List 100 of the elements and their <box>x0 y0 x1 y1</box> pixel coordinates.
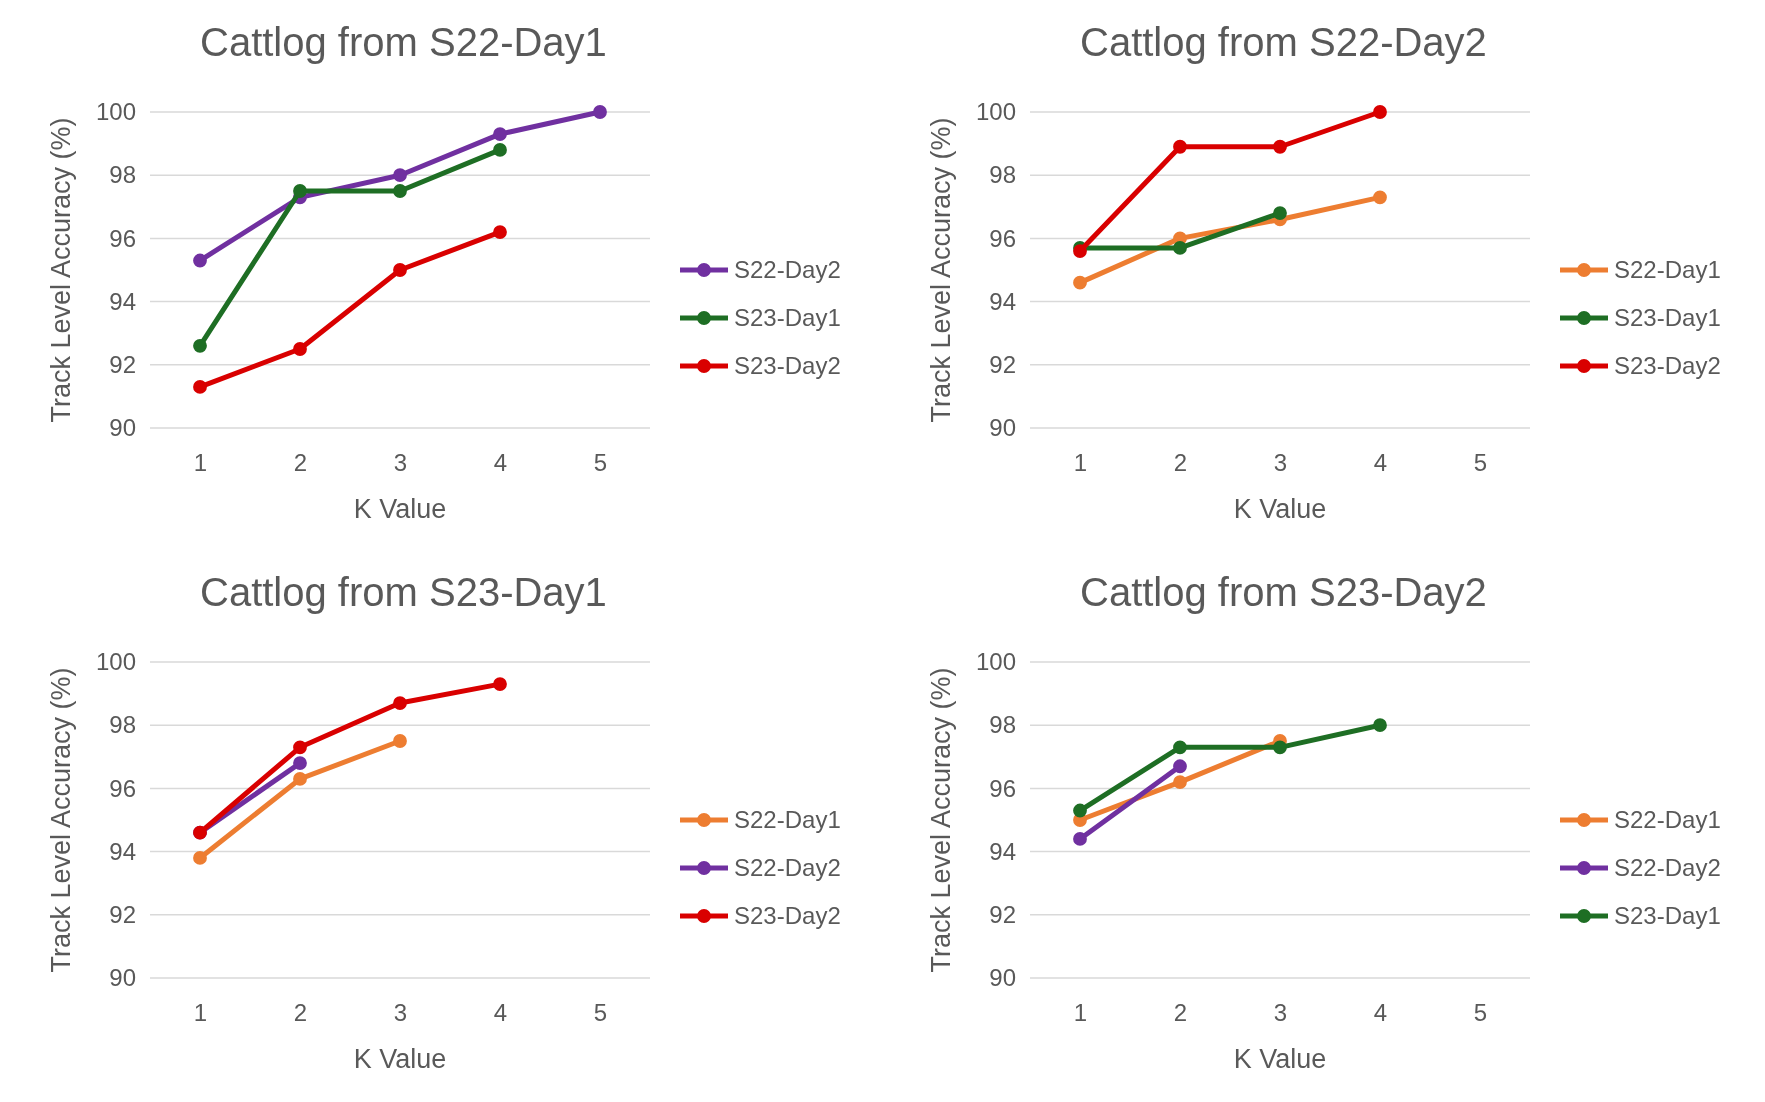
point <box>1373 718 1387 733</box>
y-tick-label: 94 <box>989 837 1016 865</box>
point <box>493 143 507 157</box>
point <box>393 696 407 710</box>
x-tick-label: 2 <box>293 999 308 1027</box>
legend-label: S22-Day1 <box>1614 256 1721 284</box>
point <box>293 184 307 198</box>
point <box>393 734 407 748</box>
legend-label: S22-Day2 <box>734 256 841 284</box>
y-tick-label: 96 <box>109 224 136 252</box>
point <box>393 168 407 183</box>
point <box>193 253 207 268</box>
x-tick-label: 4 <box>1373 449 1388 477</box>
chart-title: Cattlog from S23-Day1 <box>200 570 607 614</box>
y-axis-title: Track Level Accuracy (%) <box>46 117 76 423</box>
y-tick-label: 98 <box>109 161 136 189</box>
x-tick-label: 2 <box>1173 999 1188 1027</box>
point <box>1373 190 1387 205</box>
x-tick-label: 2 <box>1173 449 1188 477</box>
y-tick-label: 92 <box>109 900 136 928</box>
y-tick-label: 96 <box>989 774 1016 802</box>
legend-label: S22-Day2 <box>734 854 841 882</box>
y-tick-label: 96 <box>109 774 136 802</box>
point <box>293 772 307 786</box>
legend-label: S23-Day2 <box>1614 352 1721 380</box>
legend-label: S23-Day1 <box>1614 304 1721 332</box>
y-tick-label: 98 <box>109 711 136 739</box>
point <box>193 851 207 865</box>
y-tick-label: 90 <box>989 964 1016 992</box>
point <box>1173 139 1187 154</box>
legend-label: S22-Day1 <box>734 806 841 834</box>
y-tick-label: 94 <box>109 837 136 865</box>
y-axis-title: Track Level Accuracy (%) <box>926 667 956 973</box>
point <box>193 380 207 394</box>
point <box>1273 740 1287 755</box>
y-tick-label: 100 <box>95 648 136 676</box>
y-axis-title: Track Level Accuracy (%) <box>926 117 956 423</box>
x-axis-title: K Value <box>1233 1044 1327 1074</box>
y-tick-label: 90 <box>109 414 136 442</box>
x-tick-label: 5 <box>1473 449 1488 477</box>
x-tick-label: 4 <box>493 999 508 1027</box>
y-tick-label: 98 <box>989 711 1016 739</box>
y-tick-label: 100 <box>95 98 136 126</box>
point <box>1073 275 1087 290</box>
y-tick-label: 100 <box>975 98 1016 126</box>
point <box>293 342 307 356</box>
point <box>1173 759 1187 774</box>
y-tick-label: 100 <box>975 648 1016 676</box>
x-tick-label: 5 <box>1473 999 1488 1027</box>
x-tick-label: 4 <box>1373 999 1388 1027</box>
x-axis-title: K Value <box>353 1044 447 1074</box>
x-tick-label: 3 <box>1273 999 1288 1027</box>
legend-label: S22-Day1 <box>1614 806 1721 834</box>
chart-title: Cattlog from S22-Day2 <box>1080 20 1487 64</box>
legend-label: S23-Day1 <box>1614 902 1721 930</box>
chart-title: Cattlog from S22-Day1 <box>200 20 607 64</box>
x-tick-label: 1 <box>193 449 208 477</box>
point <box>293 756 307 771</box>
y-tick-label: 96 <box>989 224 1016 252</box>
legend-label: S23-Day1 <box>734 304 841 332</box>
legend-label: S22-Day2 <box>1614 854 1721 882</box>
point <box>493 225 507 239</box>
y-tick-label: 92 <box>989 350 1016 378</box>
point <box>393 184 407 198</box>
point <box>493 127 507 142</box>
x-axis-title: K Value <box>353 494 447 524</box>
x-axis-title: K Value <box>1233 494 1327 524</box>
x-tick-label: 1 <box>1073 999 1088 1027</box>
point <box>1173 240 1187 255</box>
legend-label: S23-Day2 <box>734 352 841 380</box>
y-tick-label: 90 <box>109 964 136 992</box>
chart-title: Cattlog from S23-Day2 <box>1080 570 1487 614</box>
x-tick-label: 2 <box>293 449 308 477</box>
point <box>1173 740 1187 755</box>
point <box>293 740 307 755</box>
x-tick-label: 3 <box>393 999 408 1027</box>
x-tick-label: 1 <box>1073 449 1088 477</box>
point <box>1273 206 1287 221</box>
point <box>193 338 207 353</box>
y-tick-label: 92 <box>109 350 136 378</box>
legend-label: S23-Day2 <box>734 902 841 930</box>
point <box>393 263 407 277</box>
point <box>1073 803 1087 818</box>
x-tick-label: 4 <box>493 449 508 477</box>
point <box>593 105 607 119</box>
y-tick-label: 98 <box>989 161 1016 189</box>
x-tick-label: 3 <box>1273 449 1288 477</box>
point <box>1273 139 1287 154</box>
point <box>1173 775 1187 789</box>
y-axis-title: Track Level Accuracy (%) <box>46 667 76 973</box>
x-tick-label: 5 <box>593 999 608 1027</box>
point <box>1373 105 1387 119</box>
y-tick-label: 90 <box>989 414 1016 442</box>
x-tick-label: 5 <box>593 449 608 477</box>
x-tick-label: 3 <box>393 449 408 477</box>
point <box>493 677 507 692</box>
y-tick-label: 92 <box>989 900 1016 928</box>
point <box>1073 832 1087 846</box>
x-tick-label: 1 <box>193 999 208 1027</box>
y-tick-label: 94 <box>109 287 136 315</box>
